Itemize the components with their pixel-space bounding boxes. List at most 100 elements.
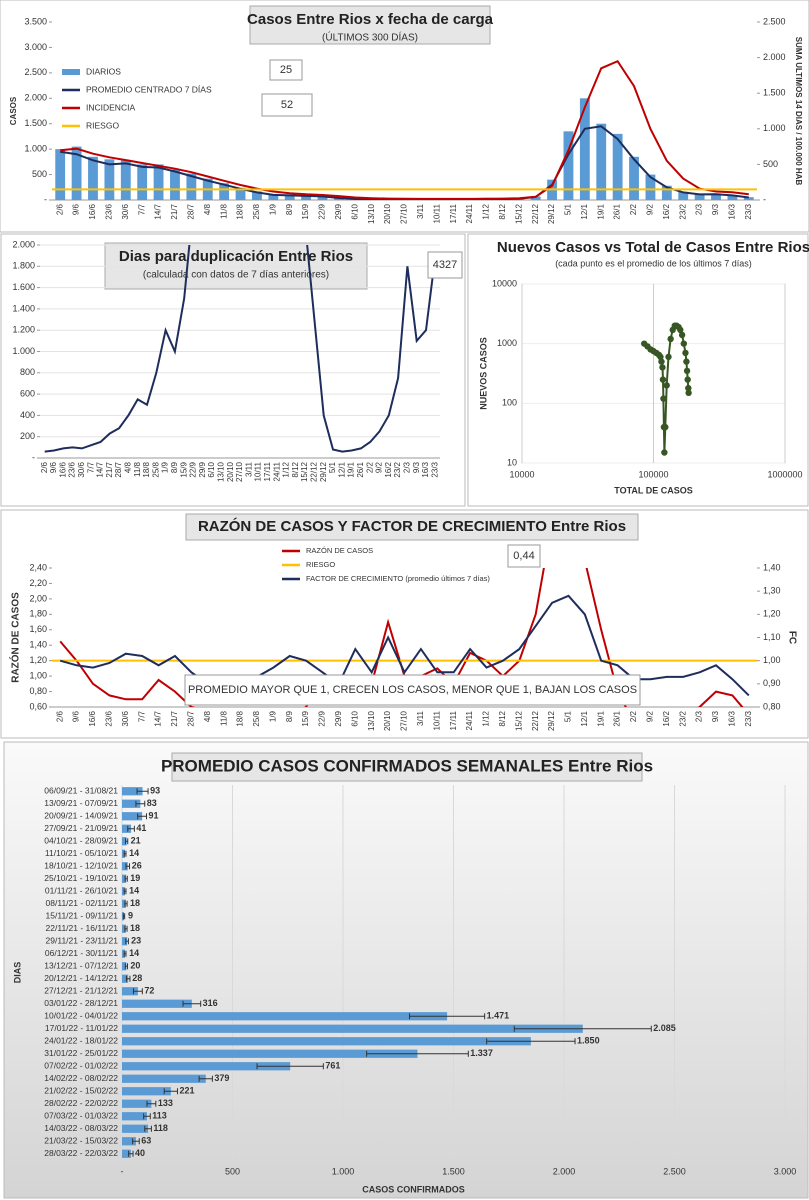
x-tick-label: 2/6 (40, 461, 49, 473)
point (685, 384, 692, 392)
y-tick-label: 1,20 (763, 609, 781, 619)
x-tick-label: 17/11 (449, 203, 458, 223)
y-tick-label: 07/02/22 - 01/02/22 (44, 1061, 118, 1071)
y-tick-label: 18/10/21 - 12/10/21 (44, 861, 118, 871)
annotation-box (269, 59, 303, 81)
x-tick-label: 1/12 (282, 461, 291, 477)
y-tick-label: 800 (20, 367, 35, 377)
x-tick-label: 8/9 (285, 710, 294, 722)
x-tick-label: 17/11 (449, 710, 458, 730)
x-tick-label: 9/6 (49, 461, 58, 473)
line (44, 245, 437, 453)
y-tick-label: 1.000 (24, 144, 47, 154)
y-tick-label: 1,00 (29, 670, 47, 680)
x-tick-label: 29/12 (319, 461, 328, 482)
x-tick-label: 2/6 (55, 203, 64, 215)
y-tick-label: 2,00 (29, 593, 47, 603)
error-bar (123, 888, 127, 895)
error-bar (198, 1075, 213, 1082)
x-tick-label: 21/7 (105, 461, 114, 477)
x-tick-label: 10000 (509, 469, 534, 479)
axis-title: TOTAL DE CASOS (614, 485, 693, 495)
annotation: 4327 (433, 259, 457, 271)
x-tick-label: 4/8 (203, 203, 212, 215)
bar (645, 174, 656, 200)
y-tick-label: 1,10 (763, 632, 781, 642)
y-tick-label: 1,20 (29, 655, 47, 665)
y-tick-label: 0,90 (763, 678, 781, 688)
x-tick-label: 16/3 (728, 203, 737, 219)
point (667, 335, 674, 343)
x-tick-label: 5/1 (564, 203, 573, 215)
error-bar (143, 1113, 151, 1120)
error-bar (123, 850, 127, 857)
error-bar (127, 825, 135, 832)
x-tick-label: 23/3 (430, 461, 439, 477)
y-tick-label: 0,80 (29, 686, 47, 696)
point (684, 376, 691, 383)
y-tick-label: 04/10/21 - 28/09/21 (44, 836, 118, 846)
x-tick-label: 2/6 (55, 710, 64, 722)
point (663, 382, 670, 389)
x-tick-label: 14/7 (96, 461, 105, 477)
y-tick-label: 3.500 (24, 16, 47, 26)
value-label: 14 (129, 948, 139, 958)
bar (596, 123, 607, 200)
x-tick-label: 9/6 (72, 710, 81, 722)
bar (317, 196, 328, 200)
bar (122, 787, 143, 796)
y-tick-label: 20/12/21 - 14/12/21 (44, 973, 118, 983)
chart-title: Dias para duplicación Entre Rios (119, 248, 353, 265)
panel (467, 233, 809, 507)
legend-swatch (62, 69, 80, 75)
bar (120, 160, 131, 200)
x-tick-label: 30/6 (121, 203, 130, 219)
bar (122, 862, 128, 871)
x-tick-label: 26/1 (356, 461, 365, 477)
bar (122, 812, 143, 821)
y-tick-label: 0,60 (29, 701, 47, 711)
bar (186, 173, 197, 200)
annotation: 52 (281, 99, 293, 111)
y-tick-label: 21/02/22 - 15/02/22 (44, 1086, 118, 1096)
bar (55, 149, 66, 200)
value-label: 14 (129, 848, 139, 858)
axis-title: DIAS (12, 962, 22, 984)
x-tick-label: 2.000 (553, 1166, 576, 1176)
y-tick-label: 20/09/21 - 14/09/21 (44, 811, 118, 821)
x-tick-label: 1.500 (442, 1166, 465, 1176)
x-tick-label: 11/8 (133, 461, 142, 477)
y-tick-label: 600 (20, 388, 35, 398)
x-tick-label: 4/8 (203, 710, 212, 722)
chart-title: RAZÓN DE CASOS Y FACTOR DE CRECIMIENTO E… (198, 517, 626, 535)
bar (122, 1087, 171, 1096)
x-tick-label: 22/12 (310, 461, 319, 482)
error-bar (513, 1025, 652, 1032)
x-tick-label: 3/11 (244, 461, 253, 477)
value-label: 26 (132, 861, 142, 871)
y-tick-label: 27/09/21 - 21/09/21 (44, 823, 118, 833)
x-tick-label: 18/8 (142, 461, 151, 477)
y-tick-label: 2.500 (763, 16, 786, 26)
y-tick-label: 2,20 (29, 578, 47, 588)
y-tick-label: 3.000 (24, 42, 47, 52)
x-tick-label: 1/9 (268, 710, 277, 722)
x-tick-label: 30/6 (121, 710, 130, 726)
bar (137, 164, 148, 200)
bar (122, 849, 126, 858)
y-tick-label: - (44, 194, 47, 204)
value-label: 1.471 (487, 1011, 510, 1021)
x-tick-label: 20/10 (226, 461, 235, 482)
x-tick-label: 22/9 (189, 461, 198, 477)
value-label: 91 (149, 811, 159, 821)
x-tick-label: 7/7 (86, 461, 95, 473)
x-tick-label: 15/12 (300, 461, 309, 482)
bar (219, 183, 230, 200)
point (683, 367, 691, 375)
value-label: 1.337 (470, 1048, 493, 1058)
x-tick-label: 1/12 (482, 203, 491, 219)
x-tick-label: 10/11 (432, 203, 441, 223)
bar (122, 1062, 291, 1071)
bar (268, 194, 279, 200)
